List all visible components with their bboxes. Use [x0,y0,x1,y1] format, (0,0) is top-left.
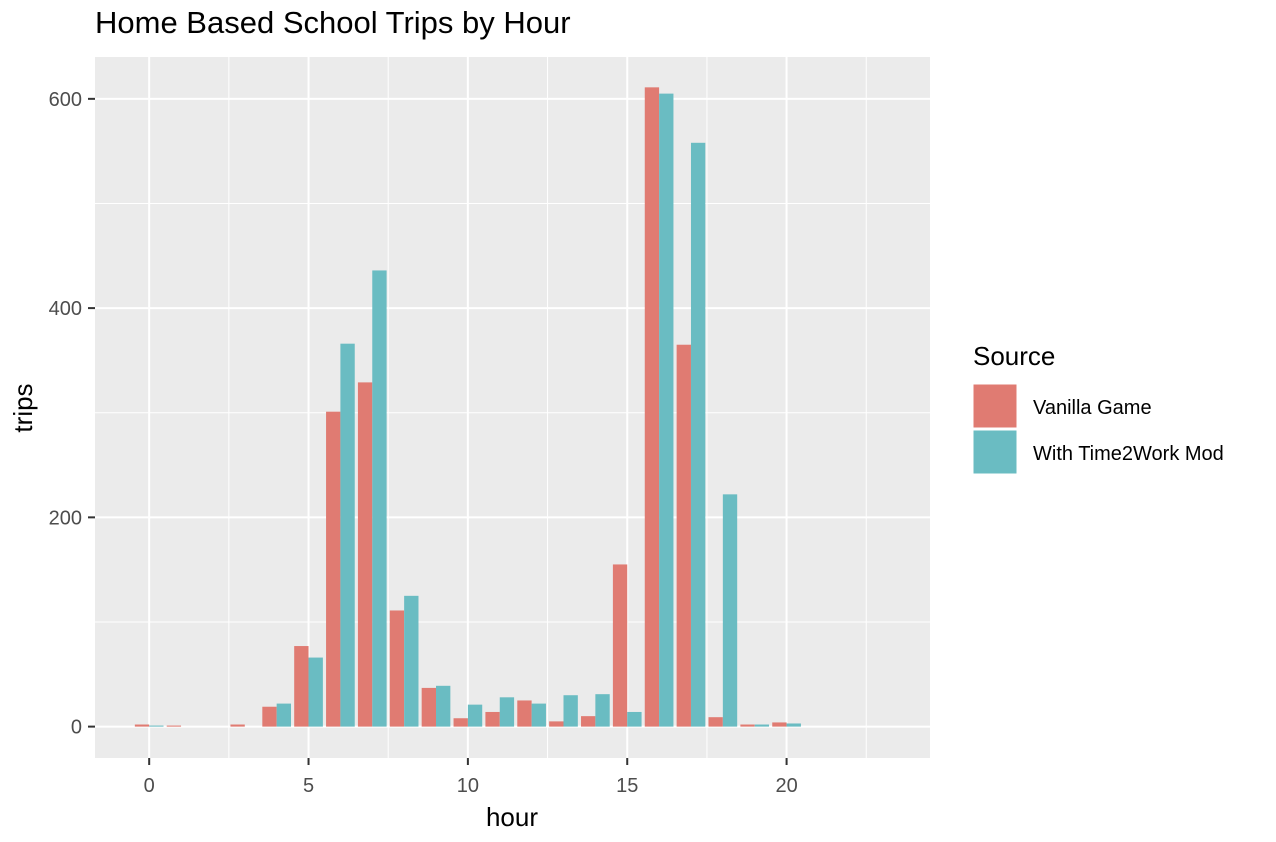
bar-vanilla-game-hour-18 [708,717,723,727]
y-tick-label: 200 [49,507,82,529]
y-tick-label: 400 [49,298,82,320]
bar-with-time2work-mod-hour-17 [690,142,706,727]
legend: Source Vanilla Game With Time2Work Mod [972,341,1224,475]
legend-label-with-time2work-mod: With Time2Work Mod [1033,443,1224,465]
bar-with-time2work-mod-hour-19 [754,724,770,727]
x-tick-label: 20 [775,775,797,797]
bar-vanilla-game-hour-17 [676,344,691,727]
chart-title: Home Based School Trips by Hour [95,5,571,40]
bar-vanilla-game-hour-12 [517,700,532,727]
bar-with-time2work-mod-hour-9 [436,685,451,727]
bar-with-time2work-mod-hour-13 [563,695,578,727]
bar-with-time2work-mod-hour-7 [372,270,387,727]
bar-vanilla-game-hour-14 [581,716,596,727]
bar-with-time2work-mod-hour-0 [149,725,164,727]
grid-minor [95,57,930,758]
bar-vanilla-game-hour-9 [421,687,437,727]
bar-vanilla-game-hour-4 [262,706,277,727]
bar-vanilla-game-hour-20 [772,722,787,727]
bar-with-time2work-mod-hour-10 [467,704,483,727]
bar-with-time2work-mod-hour-12 [531,703,546,727]
x-tick-label: 5 [303,775,314,797]
bar-vanilla-game-hour-10 [453,718,468,727]
legend-title: Source [973,341,1055,371]
bar-vanilla-game-hour-15 [612,564,628,727]
x-tick-label: 0 [144,775,155,797]
bar-with-time2work-mod-hour-8 [404,595,419,727]
bar-vanilla-game-hour-3 [230,724,245,727]
y-tick-label: 600 [49,89,82,111]
bar-vanilla-game-hour-6 [326,411,341,727]
bar-vanilla-game-hour-7 [357,382,373,727]
bar-with-time2work-mod-hour-4 [276,703,292,727]
bar-with-time2work-mod-hour-20 [786,723,801,727]
bar-vanilla-game-hour-16 [644,87,660,727]
bar-vanilla-game-hour-0 [134,724,150,727]
x-axis-ticks: 0 5 10 15 20 [144,758,798,797]
x-axis-title: hour [486,802,538,832]
bars [134,87,801,727]
bar-with-time2work-mod-hour-14 [595,694,610,727]
bar-vanilla-game-hour-8 [389,610,405,727]
bar-with-time2work-mod-hour-6 [340,343,355,727]
bar-vanilla-game-hour-11 [485,711,500,727]
y-axis-ticks: 0 200 400 600 [49,89,95,739]
bar-with-time2work-mod-hour-16 [659,93,674,727]
bar-with-time2work-mod-hour-5 [308,657,323,727]
bar-with-time2work-mod-hour-15 [627,711,642,727]
x-tick-label: 15 [616,775,638,797]
y-tick-label: 0 [71,717,82,739]
bar-vanilla-game-hour-19 [740,724,755,727]
bar-vanilla-game-hour-5 [294,646,309,727]
bar-with-time2work-mod-hour-11 [499,697,515,727]
x-tick-label: 10 [457,775,479,797]
legend-key-with-time2work-mod [972,429,1018,475]
bar-vanilla-game-hour-1 [166,725,182,727]
y-axis-title: trips [8,383,38,432]
legend-key-vanilla-game [972,383,1018,429]
legend-label-vanilla-game: Vanilla Game [1033,397,1152,419]
plot-panel [95,57,930,758]
bar-vanilla-game-hour-13 [549,721,564,727]
bar-with-time2work-mod-hour-18 [722,494,738,727]
